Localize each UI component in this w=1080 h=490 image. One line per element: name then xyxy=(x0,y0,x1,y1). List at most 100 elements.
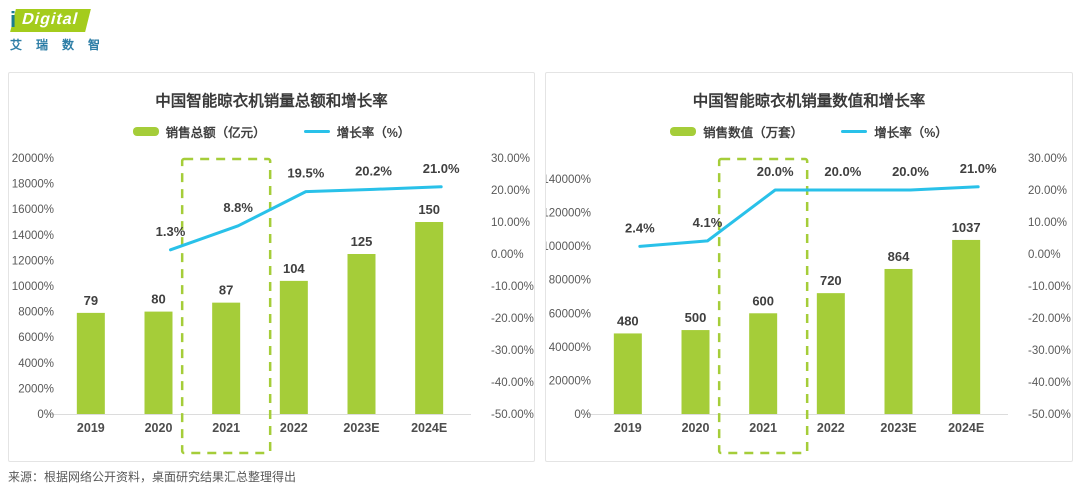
bar-2023E xyxy=(884,268,913,414)
legend-line-swatch xyxy=(303,129,330,133)
svg-text:-50.00%: -50.00% xyxy=(1028,409,1071,421)
bar-2020 xyxy=(681,330,710,414)
bar-2022 xyxy=(816,293,845,414)
svg-text:20.0%: 20.0% xyxy=(824,164,861,179)
svg-text:20.0%: 20.0% xyxy=(757,164,794,179)
svg-text:12000%: 12000% xyxy=(12,255,54,267)
svg-text:2020: 2020 xyxy=(145,421,173,435)
svg-text:125: 125 xyxy=(351,234,373,249)
svg-text:2022: 2022 xyxy=(280,421,308,435)
svg-text:104: 104 xyxy=(283,261,305,276)
bar-2024E xyxy=(952,239,981,414)
svg-text:0.00%: 0.00% xyxy=(1028,249,1061,261)
svg-text:500: 500 xyxy=(685,310,707,325)
svg-text:20000%: 20000% xyxy=(549,375,591,387)
svg-text:-30.00%: -30.00% xyxy=(491,345,534,357)
svg-text:10.00%: 10.00% xyxy=(1028,217,1067,229)
combo-chart-sales-amount: 20000% 18000% 16000% 14000% 12000% 10000% 8000… xyxy=(12,153,534,455)
svg-text:6000%: 6000% xyxy=(18,332,54,344)
growth-line xyxy=(638,185,980,248)
legend-bar-label: 销售数值（万套） xyxy=(703,125,804,140)
svg-text:0%: 0% xyxy=(37,409,54,421)
svg-text:0%: 0% xyxy=(574,409,591,421)
bar-2021 xyxy=(749,313,778,414)
svg-text:-10.00%: -10.00% xyxy=(491,281,534,293)
svg-text:8000%: 8000% xyxy=(18,307,54,319)
legend-line-label: 增长率（%） xyxy=(336,125,411,140)
combo-chart-sales-volume: 140000% 120000% 100000% 80000% 60000% 40000% 2… xyxy=(546,153,1071,455)
svg-text:4000%: 4000% xyxy=(18,358,54,370)
svg-text:-40.00%: -40.00% xyxy=(1028,377,1071,389)
legend-bar-label: 销售总额（亿元） xyxy=(165,125,266,140)
svg-text:-50.00%: -50.00% xyxy=(491,409,534,421)
svg-text:8.8%: 8.8% xyxy=(223,200,253,215)
brand-logo: i Digital 艾瑞数智 xyxy=(10,6,114,51)
svg-text:40000%: 40000% xyxy=(549,342,591,354)
growth-line xyxy=(169,185,443,252)
svg-text:16000%: 16000% xyxy=(12,204,54,216)
svg-text:21.0%: 21.0% xyxy=(960,161,997,176)
svg-text:20.2%: 20.2% xyxy=(355,163,392,178)
svg-text:10.00%: 10.00% xyxy=(491,217,530,229)
svg-text:100000%: 100000% xyxy=(546,241,591,253)
svg-text:2019: 2019 xyxy=(614,421,642,435)
svg-text:600: 600 xyxy=(752,293,774,308)
logo-flag: Digital xyxy=(10,8,91,32)
logo-subtitle: 艾瑞数智 xyxy=(10,38,115,52)
svg-text:-20.00%: -20.00% xyxy=(1028,313,1071,325)
svg-text:-40.00%: -40.00% xyxy=(491,377,534,389)
bar-2021 xyxy=(212,302,241,414)
legend-line-swatch xyxy=(841,129,868,133)
legend-line-label: 增长率（%） xyxy=(874,125,948,140)
svg-text:2023E: 2023E xyxy=(880,421,916,435)
svg-text:2023E: 2023E xyxy=(343,421,379,435)
svg-text:-10.00%: -10.00% xyxy=(1028,281,1071,293)
svg-text:150: 150 xyxy=(418,202,440,217)
bar-2023E xyxy=(347,254,376,414)
svg-text:0.00%: 0.00% xyxy=(491,249,524,261)
svg-text:2019: 2019 xyxy=(77,421,105,435)
svg-text:2000%: 2000% xyxy=(18,383,54,395)
svg-text:2024E: 2024E xyxy=(411,421,447,435)
bar-2024E xyxy=(415,222,444,414)
svg-text:20.0%: 20.0% xyxy=(892,164,929,179)
svg-text:2.4%: 2.4% xyxy=(625,220,655,235)
svg-text:87: 87 xyxy=(219,283,233,298)
svg-text:-20.00%: -20.00% xyxy=(491,313,534,325)
chart-card-sales-amount: 中国智能晾衣机销量总额和增长率 销售总额（亿元） 增长率（%） 20000% 18… xyxy=(8,72,535,462)
svg-text:20.00%: 20.00% xyxy=(1028,185,1067,197)
svg-text:864: 864 xyxy=(888,249,910,264)
logo-i-mark: i xyxy=(10,7,17,32)
svg-text:2024E: 2024E xyxy=(948,421,984,435)
svg-text:10000%: 10000% xyxy=(12,281,54,293)
bar-2019 xyxy=(613,333,642,414)
svg-text:1037: 1037 xyxy=(952,220,981,235)
svg-text:2021: 2021 xyxy=(212,421,240,435)
chart-title-sales-amount: 中国智能晾衣机销量总额和增长率 xyxy=(155,93,388,110)
svg-text:18000%: 18000% xyxy=(12,179,54,191)
brand-logo-row: i Digital xyxy=(10,6,114,34)
chart-card-sales-volume: 中国智能晾衣机销量数值和增长率 销售数值（万套） 增长率（%） 140000% 1… xyxy=(545,72,1073,462)
svg-text:21.0%: 21.0% xyxy=(423,161,460,176)
legend-bar-swatch xyxy=(670,126,697,136)
svg-text:2021: 2021 xyxy=(749,421,777,435)
legend-sales-volume: 销售数值（万套） 增长率（%） xyxy=(546,124,1072,140)
svg-text:60000%: 60000% xyxy=(549,308,591,320)
svg-text:20.00%: 20.00% xyxy=(491,185,530,197)
legend-bar-swatch xyxy=(132,126,159,136)
svg-text:1.3%: 1.3% xyxy=(156,224,186,239)
svg-text:80: 80 xyxy=(151,292,165,307)
svg-text:2020: 2020 xyxy=(682,421,710,435)
svg-text:30.00%: 30.00% xyxy=(1028,153,1067,165)
bar-2022 xyxy=(279,280,308,414)
svg-text:720: 720 xyxy=(820,273,842,288)
bar-2019 xyxy=(76,312,105,414)
legend-sales-amount: 销售总额（亿元） 增长率（%） xyxy=(9,124,534,140)
svg-text:20000%: 20000% xyxy=(12,153,54,165)
svg-text:120000%: 120000% xyxy=(546,208,591,220)
svg-text:30.00%: 30.00% xyxy=(491,153,530,165)
svg-text:79: 79 xyxy=(84,293,98,308)
svg-text:80000%: 80000% xyxy=(549,275,591,287)
svg-text:480: 480 xyxy=(617,313,639,328)
svg-text:4.1%: 4.1% xyxy=(693,215,723,230)
